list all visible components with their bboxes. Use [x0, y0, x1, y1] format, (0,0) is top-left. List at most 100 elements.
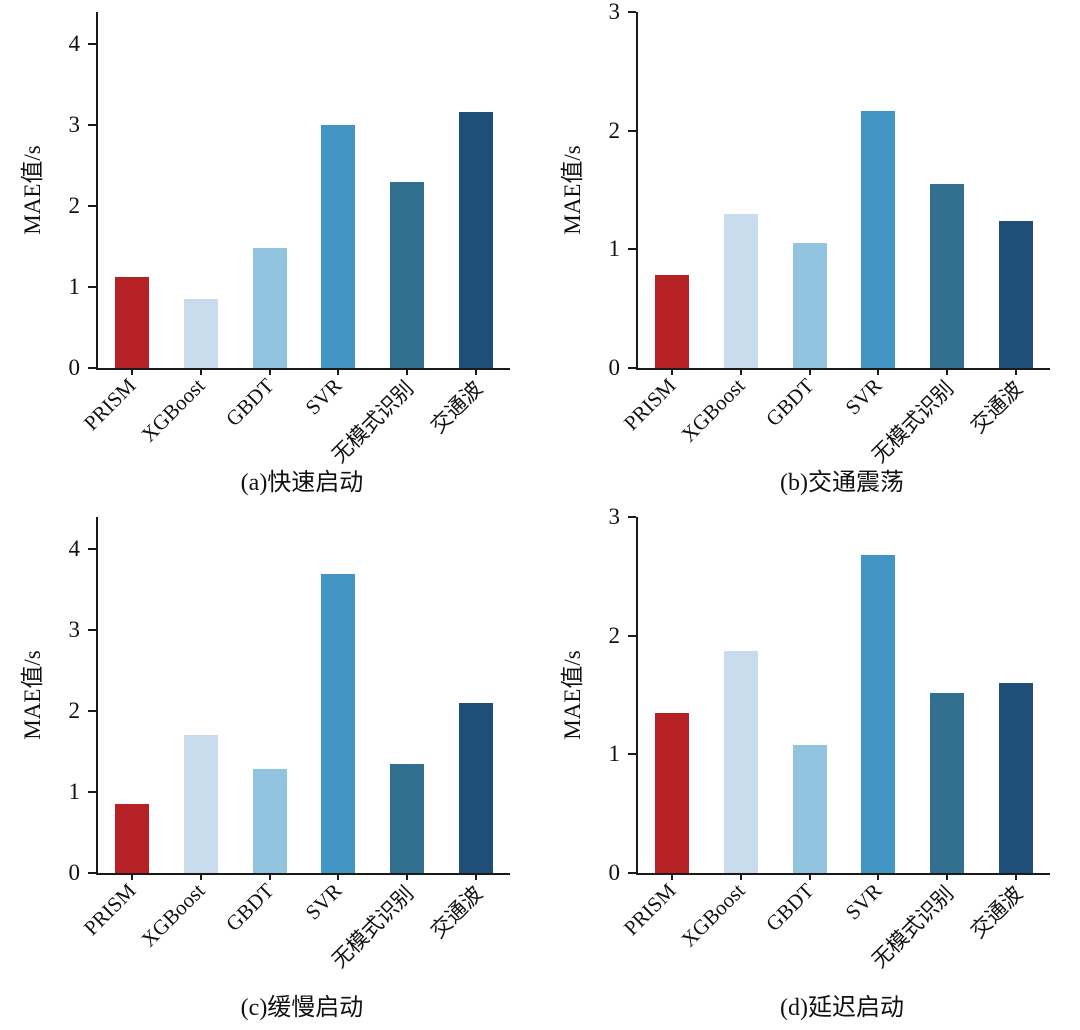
bar-2 [252, 248, 287, 368]
bar-4 [390, 763, 424, 873]
bar-3 [861, 110, 896, 368]
x-tick-label: PRISM [79, 373, 141, 436]
bar-0 [655, 275, 690, 368]
bar-4 [930, 692, 964, 873]
plot-area: 0 1 2 3 4 PRISM XGBoost GBDT SVR 无模式识别 交通波 [69, 517, 510, 973]
bar-3 [861, 554, 896, 873]
y-axis-tick [88, 367, 96, 369]
y-tick-label: 2 [608, 117, 621, 143]
x-tick-label: XGBoost [136, 878, 210, 952]
bar-0 [655, 712, 690, 873]
plot-area: 0 1 2 3 PRISM XGBoost GBDT SVR 无模式识别 交通波 [609, 504, 1050, 973]
chart-d-delayed-start: MAE值/s 0 1 2 3 PRISM XGBoost GBDT SVR 无模式识别 交通波 (… [540, 504, 1080, 1030]
x-tick-label: SVR [300, 373, 347, 420]
y-tick-label: 3 [608, 504, 621, 529]
x-axis-tick [200, 368, 202, 375]
x-axis-tick [808, 368, 811, 375]
x-tick-label: SVR [840, 373, 887, 420]
y-tick-label: 1 [608, 741, 621, 767]
x-axis-tick [474, 873, 477, 880]
y-tick-label: 2 [608, 622, 621, 648]
x-tick-label: GBDT [760, 373, 819, 431]
x-axis-tick [946, 873, 948, 880]
y-axis-tick [88, 710, 96, 713]
chart-c-slow-start: MAE值/s 0 1 2 3 4 PRISM XGBoost GBDT SVR 无模式识别 交通波 … [0, 505, 540, 1030]
x-axis-tick [474, 368, 477, 375]
y-axis-tick [628, 634, 636, 637]
x-axis-tick [877, 368, 880, 375]
x-axis-tick [406, 873, 408, 880]
bar-5 [458, 703, 493, 873]
x-tick-label: GBDT [220, 878, 279, 936]
plot-area: 0 1 2 3 4 PRISM XGBoost GBDT SVR 无模式识别 交通波 [69, 12, 510, 468]
bar-5 [458, 111, 493, 368]
y-tick-label: 1 [68, 274, 81, 300]
y-axis-tick [88, 791, 96, 794]
y-tick-label: 2 [68, 698, 81, 724]
bar-3 [321, 573, 356, 873]
y-axis-tick [628, 248, 636, 251]
chart-caption: (c)缓慢启动 [240, 995, 364, 1021]
bar-1 [724, 213, 758, 368]
x-axis-tick [268, 368, 271, 375]
x-tick-label: 交通波 [425, 376, 487, 438]
y-tick-label: 3 [68, 617, 81, 643]
y-tick-label: 0 [68, 355, 81, 380]
y-axis-tick [628, 367, 636, 369]
y-axis-tick [88, 548, 96, 551]
x-axis-tick [337, 873, 340, 880]
bar-2 [252, 769, 287, 873]
y-axis-tick [88, 629, 96, 632]
y-axis-tick [628, 129, 636, 132]
x-tick-label: SVR [840, 878, 887, 925]
y-tick-label: 4 [68, 536, 81, 562]
x-axis-tick [406, 368, 408, 375]
x-axis-tick [131, 368, 134, 375]
y-axis-tick [88, 872, 96, 874]
x-tick-label: XGBoost [676, 878, 750, 952]
bar-4 [390, 181, 424, 368]
x-axis-tick [268, 873, 271, 880]
x-tick-label: PRISM [619, 373, 681, 436]
chart-caption: (a)快速启动 [240, 470, 364, 496]
x-tick-label: 交通波 [965, 376, 1027, 438]
x-tick-label: 交通波 [965, 881, 1027, 943]
chart-caption: (b)交通震荡 [780, 470, 904, 496]
x-axis-tick [200, 873, 202, 880]
chart-b-traffic-oscillation: MAE值/s 0 1 2 3 PRISM XGBoost GBDT SVR 无模式识别 交通波 (… [540, 0, 1080, 505]
y-axis-tick [628, 516, 636, 518]
bar-0 [115, 804, 150, 873]
y-axis-tick [628, 872, 636, 874]
bar-3 [321, 125, 356, 368]
y-axis-tick [628, 11, 636, 13]
y-tick-label: 0 [608, 860, 621, 885]
x-axis-tick [671, 873, 674, 880]
y-tick-label: 3 [608, 0, 621, 24]
x-axis-tick [337, 368, 340, 375]
y-axis-tick [88, 205, 96, 208]
x-axis-tick [808, 873, 811, 880]
y-axis-title: MAE值/s [560, 145, 585, 235]
y-tick-label: 2 [68, 193, 81, 219]
x-tick-label: XGBoost [676, 373, 750, 447]
bar-4 [930, 184, 964, 368]
y-axis-title: MAE值/s [560, 650, 585, 740]
chart-caption: (d)延迟启动 [780, 995, 904, 1021]
x-tick-label: XGBoost [136, 373, 210, 447]
bar-1 [184, 735, 218, 873]
x-axis-tick [946, 368, 948, 375]
y-axis-title: MAE值/s [20, 650, 45, 740]
x-tick-label: SVR [300, 878, 347, 925]
x-axis-tick [1014, 873, 1017, 880]
x-axis-tick [740, 873, 742, 880]
y-tick-label: 1 [68, 779, 81, 805]
y-axis-tick [628, 753, 636, 756]
bar-2 [792, 744, 827, 873]
x-tick-label: GBDT [220, 373, 279, 431]
x-tick-label: PRISM [619, 878, 681, 941]
bar-1 [184, 299, 218, 368]
bar-5 [998, 683, 1033, 873]
x-tick-label: 交通波 [425, 881, 487, 943]
y-tick-label: 3 [68, 112, 81, 138]
